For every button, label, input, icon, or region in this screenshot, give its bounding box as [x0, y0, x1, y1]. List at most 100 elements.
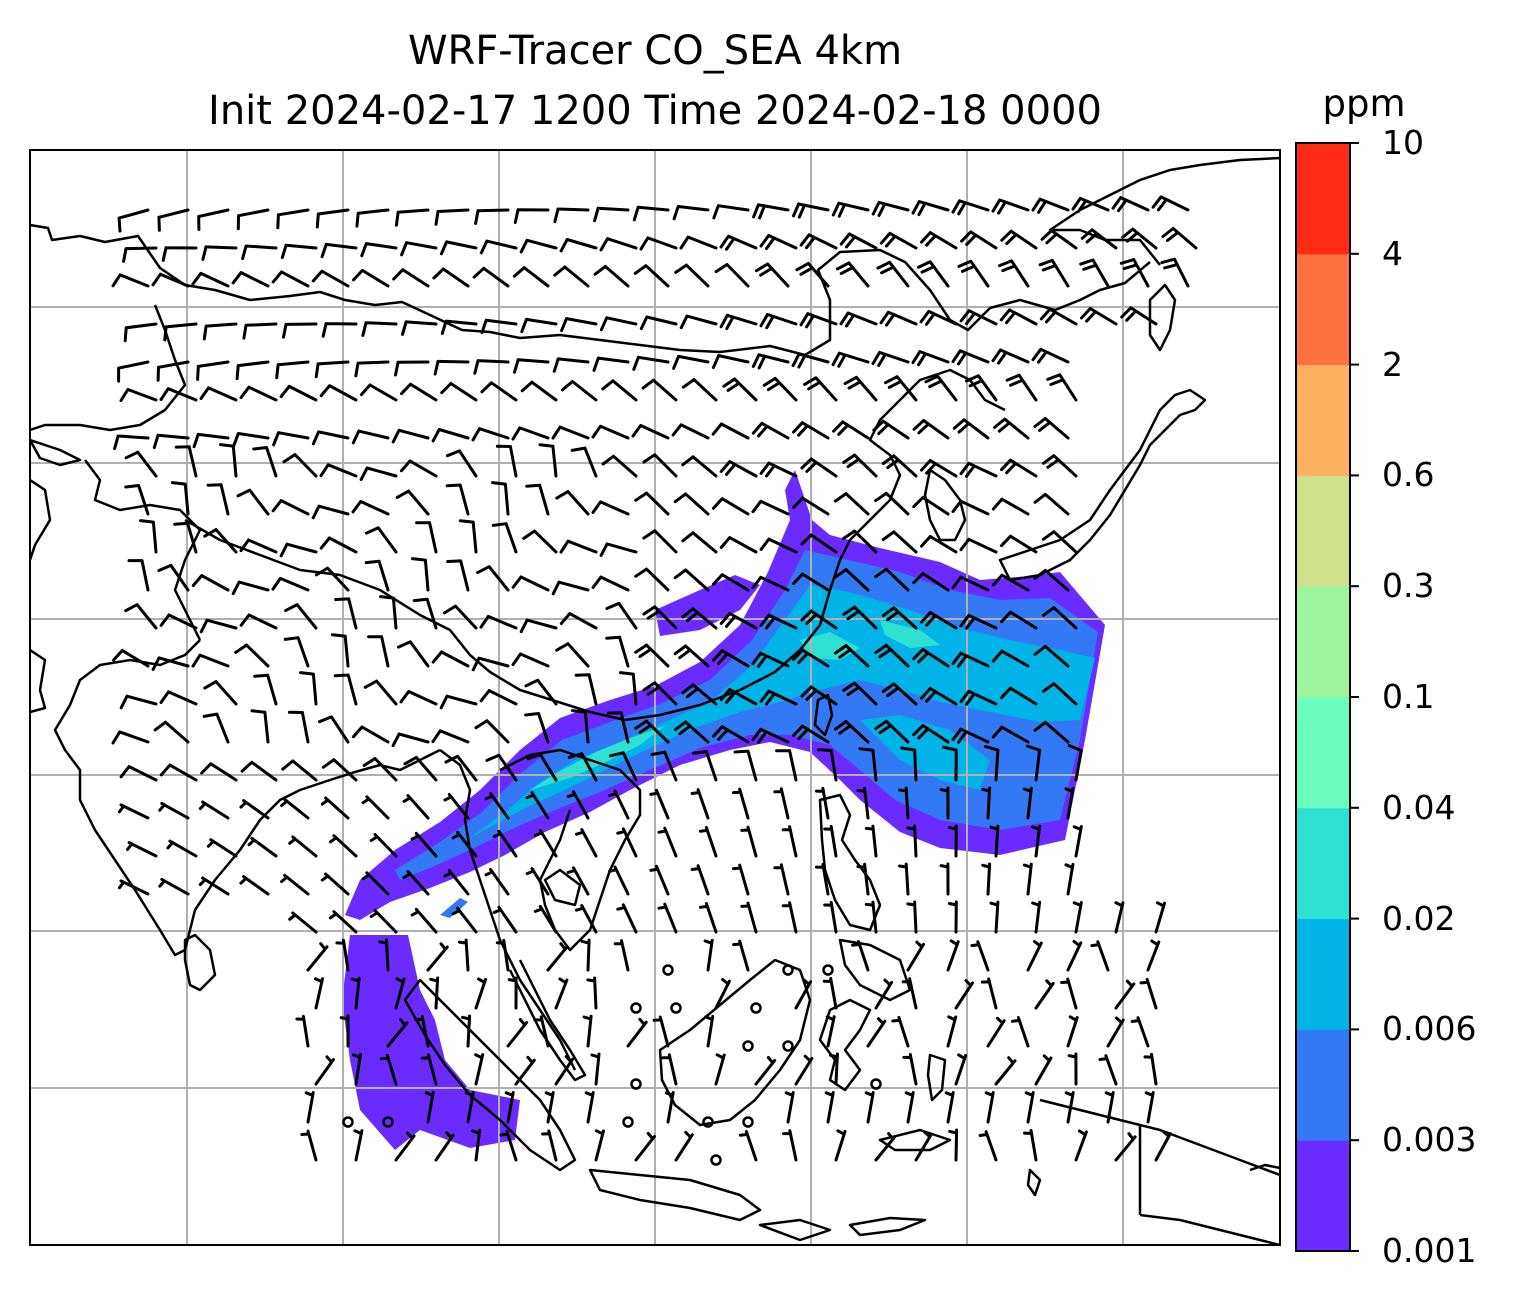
wind-barb	[412, 597, 438, 630]
wind-barb	[403, 755, 438, 782]
wind-barb	[473, 359, 510, 375]
wind-barb	[315, 208, 350, 229]
wind-barb	[271, 270, 310, 288]
wind-barb	[124, 603, 158, 630]
wind-barb	[722, 377, 758, 402]
wind-barb	[803, 376, 838, 402]
wind-barb	[280, 797, 310, 820]
wind-barb	[998, 259, 1030, 288]
wind-barb	[231, 271, 270, 288]
wind-barb	[751, 353, 790, 370]
wind-barb	[474, 1053, 485, 1086]
wind-barb	[410, 831, 438, 858]
wind-barb	[978, 1130, 998, 1162]
wind-barb	[920, 535, 958, 554]
wind-barb	[592, 356, 630, 372]
wind-barb	[280, 243, 318, 260]
wind-barb	[392, 268, 430, 288]
wind-barb	[283, 636, 310, 668]
wind-barb	[924, 374, 958, 402]
wind-barb	[1025, 744, 1042, 782]
wind-barb	[983, 745, 1000, 782]
wind-barb	[839, 311, 878, 328]
wind-barb	[320, 242, 358, 259]
wind-barb	[593, 264, 630, 288]
wind-barb	[1031, 824, 1042, 858]
wind-barb	[795, 261, 830, 288]
wind-barb	[582, 1014, 593, 1048]
wind-barb	[856, 786, 870, 820]
wind-barb	[444, 754, 478, 782]
wind-barb	[599, 237, 638, 252]
wind-barb	[740, 825, 758, 858]
wind-barb	[823, 900, 838, 934]
wind-barb	[719, 688, 758, 706]
wind-barb	[657, 826, 678, 858]
wind-barb	[799, 233, 838, 250]
wind-barb	[794, 1054, 814, 1086]
wind-barb	[601, 379, 638, 402]
colorbar-swatch	[1296, 918, 1350, 1030]
wind-barb	[554, 977, 569, 1010]
wind-barb	[842, 453, 878, 478]
wind-barb	[402, 794, 430, 820]
wind-barb	[593, 206, 630, 223]
wind-barb	[714, 978, 731, 1010]
wind-barb	[626, 1017, 648, 1048]
wind-barb	[864, 900, 878, 934]
colorbar-tick-label: 0.02	[1382, 898, 1456, 938]
wind-barb	[1034, 1054, 1053, 1086]
wind-barb	[911, 200, 950, 217]
wind-barb	[991, 649, 1030, 668]
wind-barb	[495, 444, 518, 478]
wind-barb	[351, 500, 390, 516]
wind-barb	[1098, 1054, 1118, 1086]
colorbar-swatch	[1296, 697, 1350, 809]
wind-barb	[561, 380, 598, 402]
calm-wind-marker	[742, 1116, 754, 1128]
wind-barb	[512, 266, 550, 288]
wind-barb	[520, 317, 558, 334]
wind-barb	[911, 350, 950, 367]
wind-barb	[513, 358, 550, 374]
wind-barb	[319, 463, 358, 478]
wind-barb	[902, 1053, 918, 1086]
wind-barb	[829, 1052, 839, 1086]
wind-barb	[711, 422, 750, 440]
wind-barb	[733, 749, 758, 782]
wind-barb	[574, 673, 598, 706]
wind-barb	[881, 454, 918, 478]
wind-barb	[590, 1052, 601, 1086]
wind-barb	[334, 597, 358, 630]
wind-barb	[1120, 306, 1158, 326]
wind-barb	[365, 526, 398, 554]
wind-barb	[575, 828, 598, 858]
wind-barb	[906, 900, 918, 934]
wind-barb	[520, 380, 558, 402]
wind-barb	[1024, 1091, 1035, 1124]
wind-barb	[272, 431, 310, 447]
wind-barb	[1000, 686, 1038, 706]
wind-barb	[364, 559, 390, 592]
wind-barb	[395, 489, 430, 516]
wind-barb	[792, 572, 830, 592]
wind-barb	[673, 644, 710, 668]
wind-barb	[1000, 458, 1038, 478]
wind-barb	[946, 1015, 958, 1048]
wind-barb	[711, 573, 750, 592]
wind-barb	[642, 529, 678, 554]
wind-barb	[361, 871, 390, 896]
wind-barb	[951, 199, 990, 216]
wind-barb	[951, 727, 990, 744]
wind-barb	[939, 862, 950, 896]
wind-barb	[751, 499, 790, 516]
wind-barb	[912, 419, 950, 440]
wind-barb	[457, 938, 470, 972]
wind-barb	[575, 904, 598, 934]
wind-barb	[1074, 1129, 1088, 1162]
wind-barb	[218, 443, 238, 478]
colorbar-swatch	[1296, 364, 1350, 476]
wind-barb	[191, 653, 230, 668]
wind-barb	[881, 606, 918, 630]
